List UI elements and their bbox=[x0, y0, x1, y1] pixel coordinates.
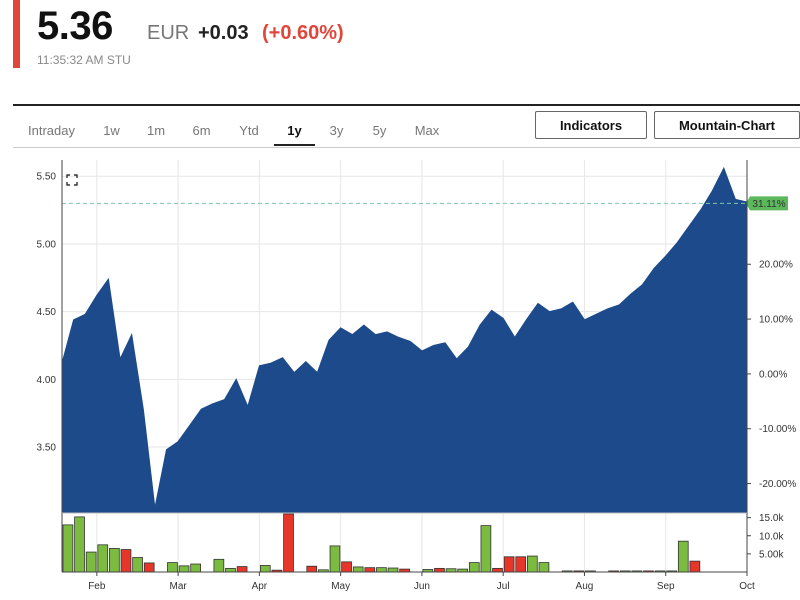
x-tick-label: May bbox=[331, 581, 350, 592]
x-tick-label: Aug bbox=[576, 581, 594, 592]
price-area-layer bbox=[61, 166, 748, 513]
volume-bar bbox=[538, 562, 550, 573]
volume-bar bbox=[259, 565, 271, 573]
tab-3y[interactable]: 3y bbox=[329, 123, 344, 138]
volume-bar bbox=[132, 557, 143, 573]
volume-bar bbox=[120, 549, 132, 573]
currency-label: EUR bbox=[147, 22, 190, 44]
volume-bar bbox=[468, 562, 480, 573]
volume-bar bbox=[74, 516, 85, 573]
volume-tick-label: 10.0k bbox=[759, 531, 784, 542]
volume-bar bbox=[527, 555, 538, 573]
volume-bar bbox=[167, 562, 178, 573]
indicators-button[interactable]: Indicators bbox=[535, 111, 647, 139]
volume-bar bbox=[190, 563, 201, 573]
volume-bar bbox=[515, 556, 527, 573]
volume-bar bbox=[434, 567, 445, 573]
price-change-percent: (+0.60%) bbox=[262, 22, 344, 44]
quote-timestamp: 11:35:32 AM STU bbox=[37, 53, 131, 67]
y-tick-label-right: -20.00% bbox=[759, 479, 796, 490]
y-tick-label-left: 5.50 bbox=[37, 172, 57, 183]
tab-1m[interactable]: 1m bbox=[146, 123, 166, 138]
tab-ytd[interactable]: Ytd bbox=[239, 123, 259, 138]
volume-bar bbox=[213, 558, 225, 573]
volume-bar bbox=[503, 556, 515, 573]
volume-bar bbox=[376, 567, 387, 573]
tab-1w[interactable]: 1w bbox=[103, 123, 120, 138]
change-badge-label: 31.11% bbox=[752, 199, 785, 210]
tab-6m[interactable]: 6m bbox=[192, 123, 211, 138]
y-tick-label-right: 10.00% bbox=[759, 315, 793, 326]
change-badge bbox=[746, 196, 788, 211]
accent-bar bbox=[13, 0, 20, 68]
x-tick-label: Mar bbox=[169, 581, 187, 592]
price-change: +0.03 bbox=[198, 22, 249, 44]
volume-bar bbox=[387, 567, 399, 573]
volume-bar bbox=[62, 524, 74, 573]
volume-bar bbox=[677, 540, 689, 573]
x-tick-label: Feb bbox=[88, 581, 106, 592]
y-tick-label-left: 4.50 bbox=[37, 307, 57, 318]
volume-tick-label: 15.0k bbox=[759, 513, 784, 524]
price-area bbox=[61, 166, 748, 513]
last-price: 5.36 bbox=[37, 4, 113, 48]
chart-axes: 31.11% 5.50 5.00 4.50 4.00 3.50 20.00% 10.00% 0.… bbox=[37, 160, 796, 592]
chart-type-button[interactable]: Mountain-Chart bbox=[654, 111, 800, 139]
x-tick-label: Jun bbox=[414, 581, 430, 592]
volume-bar bbox=[480, 525, 492, 573]
range-tabs: Intraday 1w 1m 6m Ytd 1y 3y 5y Max bbox=[13, 118, 453, 146]
y-tick-label-right: 20.00% bbox=[759, 260, 793, 271]
expand-icon[interactable] bbox=[66, 174, 78, 186]
volume-tick-label: 5.00k bbox=[759, 549, 784, 560]
volume-bar bbox=[97, 544, 109, 573]
tab-intraday[interactable]: Intraday bbox=[28, 123, 75, 138]
x-tick-label: Jul bbox=[497, 581, 510, 592]
volume-bar bbox=[85, 551, 97, 573]
tab-5y[interactable]: 5y bbox=[372, 123, 387, 138]
volume-bar bbox=[492, 567, 503, 573]
y-tick-label-left: 5.00 bbox=[37, 239, 57, 250]
volume-bar bbox=[143, 562, 155, 573]
volume-bar bbox=[236, 566, 248, 573]
volume-bar bbox=[329, 545, 341, 573]
x-tick-label: Oct bbox=[739, 581, 755, 592]
volume-bar bbox=[689, 560, 701, 573]
header-divider bbox=[13, 104, 800, 106]
volume-bars bbox=[62, 513, 701, 573]
x-tick-label: Sep bbox=[657, 581, 675, 592]
volume-bar bbox=[341, 561, 352, 573]
y-tick-label-left: 4.00 bbox=[37, 375, 57, 386]
chart-panel bbox=[13, 147, 800, 600]
volume-bar bbox=[225, 567, 236, 573]
tab-1y[interactable]: 1y bbox=[274, 118, 315, 146]
volume-bar bbox=[178, 565, 190, 573]
volume-bar bbox=[352, 566, 364, 573]
volume-bar bbox=[109, 548, 120, 573]
y-tick-label-left: 3.50 bbox=[37, 443, 57, 454]
y-tick-label-right: -10.00% bbox=[759, 424, 796, 435]
volume-bar bbox=[306, 565, 318, 573]
x-tick-label: Apr bbox=[252, 581, 268, 592]
volume-bar bbox=[283, 513, 294, 573]
y-tick-label-right: 0.00% bbox=[759, 369, 787, 380]
tab-max[interactable]: Max bbox=[414, 123, 440, 138]
volume-bar bbox=[364, 567, 376, 573]
